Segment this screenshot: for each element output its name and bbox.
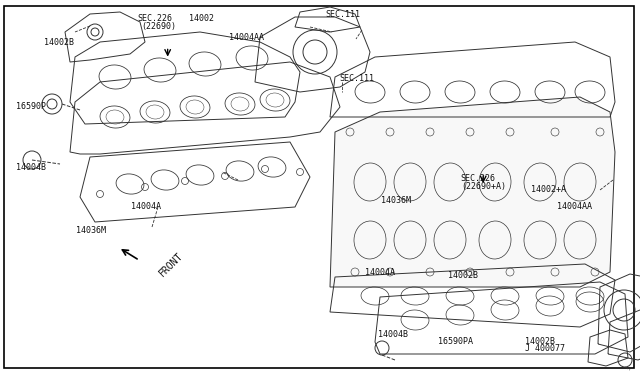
Text: 14002B: 14002B	[448, 271, 478, 280]
Text: (22690+A): (22690+A)	[461, 182, 506, 190]
Text: 14004B: 14004B	[16, 163, 46, 172]
Text: (22690): (22690)	[141, 22, 176, 31]
Text: 14004B: 14004B	[378, 330, 408, 339]
Text: SEC.111: SEC.111	[325, 10, 360, 19]
Text: 14004A: 14004A	[365, 268, 395, 277]
Text: 14004AA: 14004AA	[557, 202, 592, 211]
Text: 14002+A: 14002+A	[531, 185, 566, 194]
Text: SEC.226: SEC.226	[461, 174, 496, 183]
Text: SEC.111: SEC.111	[339, 74, 374, 83]
Text: 14002: 14002	[189, 14, 214, 23]
Text: 14036M: 14036M	[76, 226, 106, 235]
Text: 14004AA: 14004AA	[229, 33, 264, 42]
Text: FRONT: FRONT	[157, 250, 185, 278]
Text: 16590PA: 16590PA	[438, 337, 474, 346]
Text: 14004A: 14004A	[131, 202, 161, 211]
Text: J 400077: J 400077	[525, 344, 564, 353]
Text: 14002B: 14002B	[525, 337, 555, 346]
Text: 14002B: 14002B	[44, 38, 74, 47]
Text: SEC.226: SEC.226	[138, 14, 173, 23]
Text: 14036M: 14036M	[381, 196, 411, 205]
Text: 16590P: 16590P	[16, 102, 46, 110]
Polygon shape	[330, 97, 615, 287]
